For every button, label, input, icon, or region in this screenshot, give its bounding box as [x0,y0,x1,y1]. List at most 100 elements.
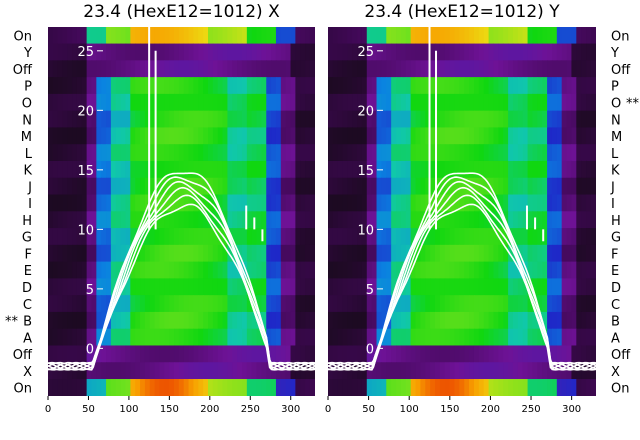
row-label-d: D [611,281,621,296]
heat-row-p [328,77,596,95]
heat-row-a [48,328,315,347]
heat-row-n [48,110,315,129]
heat-row-d [328,278,596,296]
y-tick-label: 20 [77,104,94,119]
row-label-g: G [611,231,621,246]
row-label-l: L [25,147,33,162]
heat-row-y [48,43,315,61]
heat-row-on [48,27,315,45]
row-label-p: P [24,80,32,95]
y-tick-label: 25 [357,45,374,60]
y-tick-label: 10 [357,223,374,238]
y-tick-label: 10 [77,223,94,238]
spectra-traces [328,27,596,371]
row-label-f: F [25,247,32,262]
row-label-j: J [610,180,615,195]
x-tick-label: 200 [200,404,219,415]
heat-field [48,27,315,396]
row-label-i: I [28,197,32,212]
x-tick-label: 300 [562,404,581,415]
row-label-k: K [23,164,32,179]
y-tick-label: 25 [77,45,94,60]
heat-row-p [48,77,315,95]
row-label-k: K [611,164,620,179]
row-label-o: O [22,96,32,111]
row-label-y: Y [610,46,619,61]
row-label-off: Off [13,348,33,363]
heatmap-panel-x: 23.4 (HexE12=1012) X 0 50 100 150 200 250 300 0 5… [5,2,315,415]
spectra-traces [48,27,315,371]
x-tick-label: 150 [440,404,459,415]
x-tick-label: 50 [82,404,95,415]
row-label-y: Y [23,46,32,61]
heat-row-x [328,362,596,380]
row-label-h: H [22,214,32,229]
heat-row-k [48,160,315,179]
heatmap-panel-y: 23.4 (HexE12=1012) Y 0 50 100 150 200 250 300 0 5… [325,2,640,415]
heat-row-c [328,295,596,313]
row-label-c: C [611,298,620,313]
heat-row-off [328,345,596,363]
heat-row-b [48,311,315,330]
row-label-on: On [611,382,629,397]
heat-row-f [48,244,315,263]
heat-row-off [328,60,596,78]
heat-row-g [48,228,315,246]
x-tick-label: 50 [362,404,375,415]
row-label-off: Off [611,348,631,363]
heat-row-on [328,379,596,396]
row-label-x: X [611,365,620,380]
row-label-b: B [611,315,620,330]
row-label-i: I [611,197,615,212]
heat-row-o [48,93,315,112]
panel-title: 23.4 (HexE12=1012) Y [364,2,560,22]
heat-row-j [48,177,315,196]
heat-row-f [328,244,596,263]
row-label-off: Off [13,63,33,78]
row-label-f: F [611,247,618,262]
heat-row-e [48,261,315,279]
y-tick-label: 0 [86,342,94,357]
heat-row-on [328,27,596,45]
x-tick-label: 200 [481,404,500,415]
heat-row-n [328,110,596,129]
row-label-j: J [27,180,32,195]
x-tick-label: 0 [45,404,51,415]
x-tick-label: 150 [160,404,179,415]
row-label-b: B [23,315,32,330]
row-label-e: E [24,264,32,279]
heat-row-b [328,311,596,330]
y-tick-label: 15 [77,164,94,179]
row-label-m: M [611,130,622,145]
heat-row-l [48,144,315,162]
row-label-on: On [14,29,32,44]
heat-row-g [328,228,596,246]
row-label-p: P [611,80,619,95]
x-tick-label: 100 [400,404,419,415]
panel-title: 23.4 (HexE12=1012) X [83,2,280,22]
heat-row-off [48,60,315,78]
row-label-on: On [14,382,32,397]
row-label-l: L [611,147,619,162]
heat-row-o [328,93,596,112]
heat-row-x [48,362,315,380]
heat-row-l [328,144,596,162]
row-label-on: On [611,29,629,44]
row-label-g: G [22,231,32,246]
row-label-off: Off [611,63,631,78]
row-label-m: M [21,130,32,145]
y-tick-label: 5 [366,283,374,298]
heat-row-a [328,328,596,347]
row-marker: ** [5,315,19,330]
x-tick-label: 100 [119,404,138,415]
y-tick-label: 15 [357,164,374,179]
heat-row-c [48,295,315,313]
x-tick-label: 300 [281,404,300,415]
heat-row-m [48,127,315,145]
heat-row-j [328,177,596,196]
x-tick-label: 250 [521,404,540,415]
row-label-e: E [611,264,619,279]
x-tick-label: 250 [241,404,260,415]
row-label-n: N [22,113,32,128]
